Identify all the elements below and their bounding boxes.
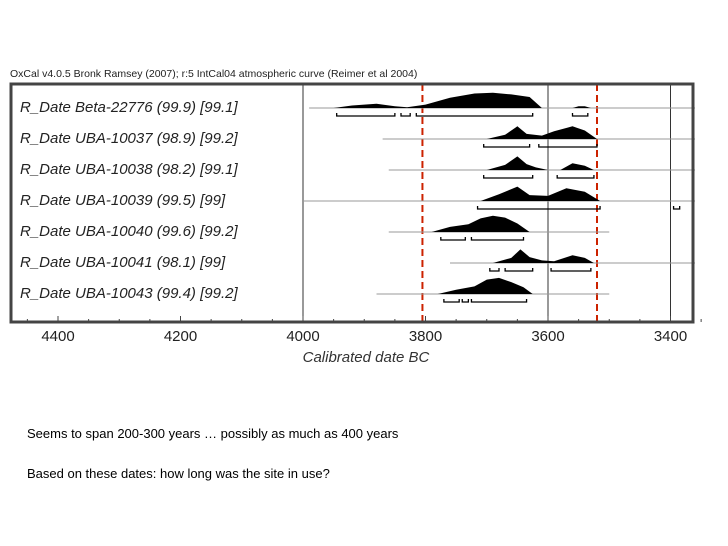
range-bracket <box>470 237 525 241</box>
range-bracket <box>443 299 460 303</box>
x-axis: 4400 4200 4000 3800 3600 3400 <box>26 316 702 345</box>
x-tick-label: 3800 <box>409 328 442 345</box>
range-bracket <box>504 268 534 272</box>
x-tick-label: 3400 <box>654 328 687 345</box>
row-label: R_Date UBA-10043 (99.4) [99.2] <box>20 285 238 302</box>
row-label: R_Date UBA-10041 (98.1) [99] <box>20 254 226 271</box>
row-label-prefix: R_Date <box>20 130 75 147</box>
row-label-sample: UBA-10039 (99.5) [99] <box>75 192 226 209</box>
row-label-prefix: R_Date <box>20 223 75 240</box>
row-label: R_Date UBA-10037 (98.9) [99.2] <box>20 130 238 147</box>
x-tick-label: 4000 <box>286 328 319 345</box>
x-axis-title: Calibrated date BC <box>303 349 430 366</box>
probability-distribution <box>486 126 597 139</box>
date-row: R_Date UBA-10040 (99.6) [99.2] <box>20 215 610 241</box>
range-bracket <box>672 206 681 210</box>
range-bracket <box>571 113 589 117</box>
row-label-prefix: R_Date <box>20 285 75 302</box>
date-row: R_Date UBA-10038 (98.2) [99.1] <box>20 156 695 179</box>
dashed-markers <box>421 84 598 322</box>
row-label-sample: UBA-10037 (98.9) [99.2] <box>75 130 238 147</box>
probability-distribution <box>431 215 530 232</box>
row-label-sample: UBA-10043 (99.4) [99.2] <box>75 285 238 302</box>
probability-distribution <box>333 92 591 108</box>
range-bracket <box>538 144 598 148</box>
probability-distribution <box>480 186 601 201</box>
range-bracket <box>483 175 534 179</box>
range-bracket <box>476 206 601 210</box>
range-bracket <box>336 113 396 117</box>
chart-header: OxCal v4.0.5 Bronk Ramsey (2007); r:5 In… <box>10 68 418 80</box>
date-row: R_Date UBA-10039 (99.5) [99] <box>20 186 695 210</box>
range-bracket <box>470 299 528 303</box>
probability-distribution <box>437 277 533 294</box>
range-bracket <box>489 268 500 272</box>
row-label-prefix: R_Date <box>20 192 75 209</box>
row-label: R_Date Beta-22776 (99.9) [99.1] <box>20 99 238 116</box>
row-label: R_Date UBA-10040 (99.6) [99.2] <box>20 223 238 240</box>
row-label-sample: UBA-10038 (98.2) [99.1] <box>75 161 238 178</box>
range-bracket <box>550 268 592 272</box>
row-label-sample: Beta-22776 (99.9) [99.1] <box>75 99 238 116</box>
probability-distribution <box>486 156 594 170</box>
chart-rows: R_Date Beta-22776 (99.9) [99.1]R_Date UB… <box>20 92 695 303</box>
row-label-sample: UBA-10041 (98.1) [99] <box>75 254 226 271</box>
grid-layer <box>302 84 671 322</box>
row-label-sample: UBA-10040 (99.6) [99.2] <box>75 223 238 240</box>
date-row: R_Date UBA-10043 (99.4) [99.2] <box>20 277 610 303</box>
date-row: R_Date Beta-22776 (99.9) [99.1] <box>20 92 695 117</box>
range-bracket <box>461 299 470 303</box>
row-label-prefix: R_Date <box>20 161 75 178</box>
x-tick-label: 4400 <box>41 328 74 345</box>
caption-question: Based on these dates: how long was the s… <box>27 466 330 481</box>
row-label-prefix: R_Date <box>20 99 75 116</box>
x-tick-label: 3600 <box>531 328 564 345</box>
date-row: R_Date UBA-10041 (98.1) [99] <box>20 249 695 272</box>
plot-frame <box>9 82 695 324</box>
range-bracket <box>440 237 466 241</box>
range-bracket <box>400 113 411 117</box>
row-label-prefix: R_Date <box>20 254 75 271</box>
range-bracket <box>483 144 531 148</box>
probability-distribution <box>492 249 594 263</box>
range-bracket <box>415 113 534 117</box>
date-row: R_Date UBA-10037 (98.9) [99.2] <box>20 126 695 148</box>
range-bracket <box>556 175 595 179</box>
row-label: R_Date UBA-10039 (99.5) [99] <box>20 192 226 209</box>
row-label: R_Date UBA-10038 (98.2) [99.1] <box>20 161 238 178</box>
x-tick-label: 4200 <box>164 328 197 345</box>
caption-span: Seems to span 200-300 years … possibly a… <box>27 426 399 441</box>
